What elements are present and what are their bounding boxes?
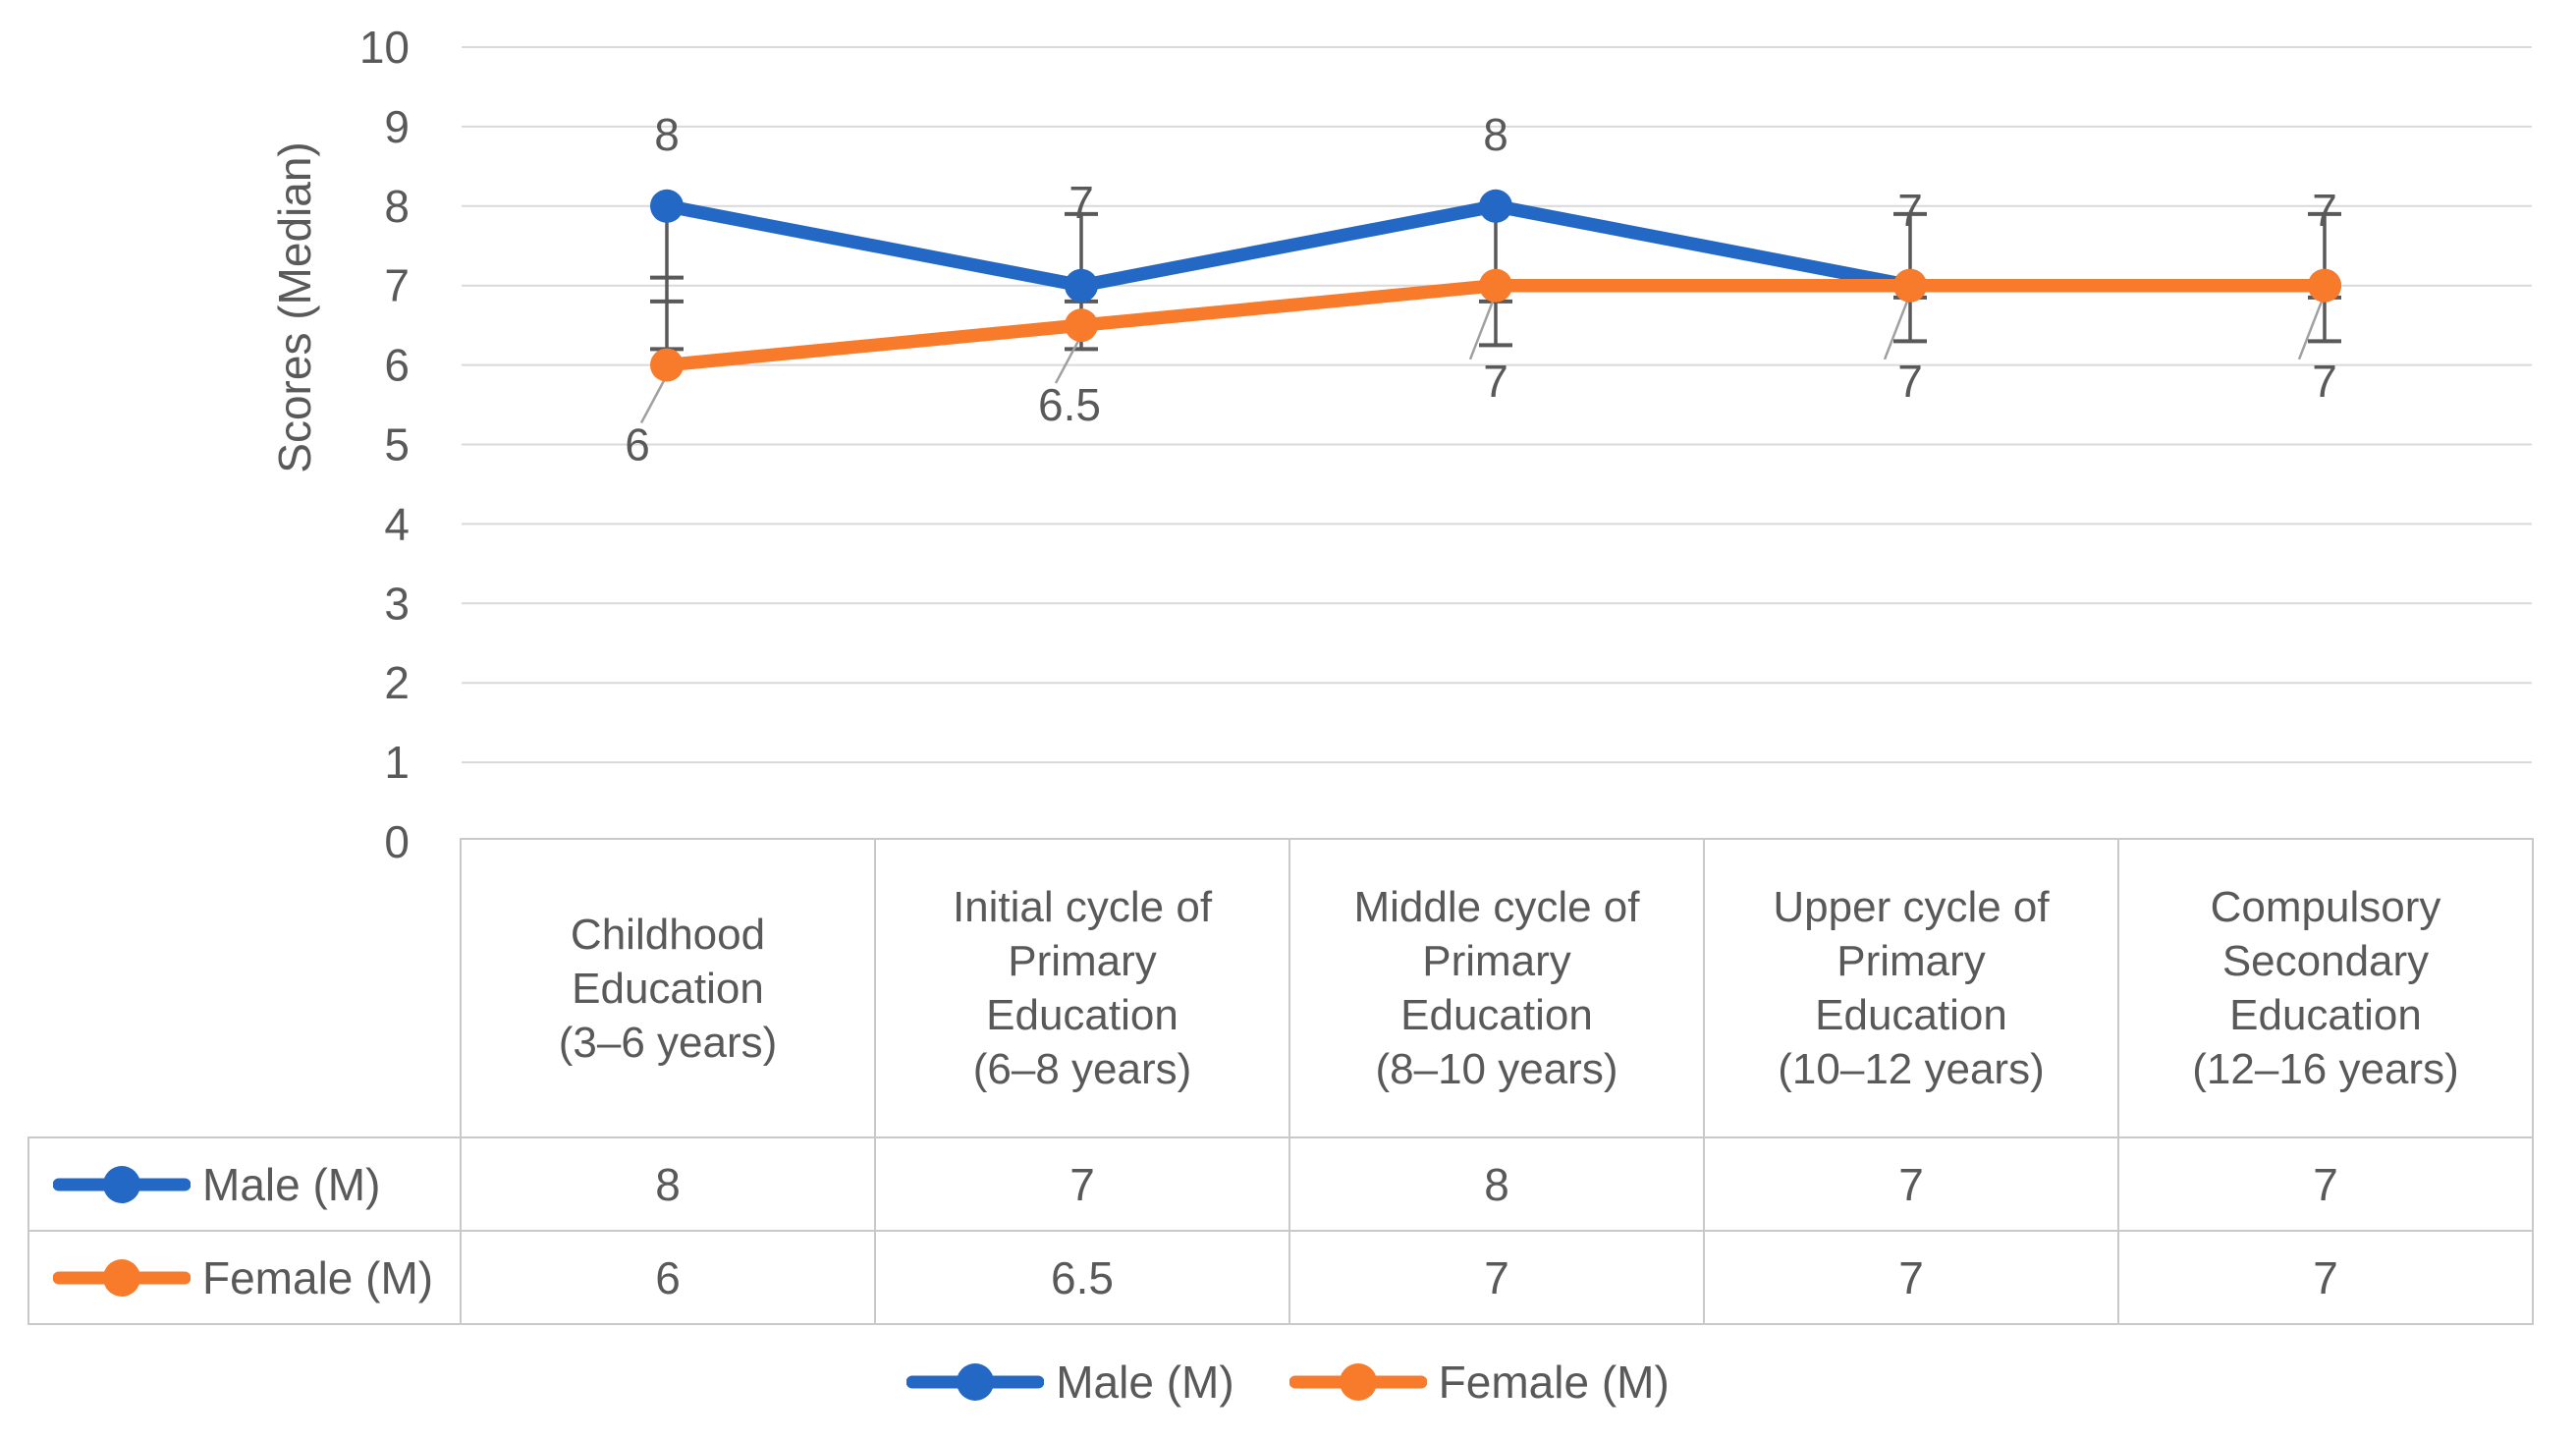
- data-point-marker: [1479, 189, 1512, 223]
- category-header: Upper cycle of Primary Education (10–12 …: [1703, 838, 2119, 1138]
- table-cell-male: 7: [874, 1136, 1290, 1232]
- data-point-marker: [1065, 268, 1098, 303]
- data-labels: 8 7 8 7 7 6 6.5 7 7 7: [625, 109, 2337, 471]
- data-point-marker: [2308, 268, 2341, 303]
- male-series-key-icon: [906, 1363, 1045, 1401]
- data-label: 7: [1069, 177, 1094, 228]
- table-cell-female: 6: [460, 1230, 876, 1325]
- gridlines: [462, 46, 2532, 764]
- data-label: 8: [1483, 109, 1508, 160]
- table-cell-male: 7: [1703, 1136, 2119, 1232]
- y-axis-tick-label: 1: [384, 737, 410, 788]
- series-lines: [650, 189, 2341, 382]
- row-header-female: Female (M): [27, 1230, 462, 1325]
- category-header: Middle cycle of Primary Education (8–10 …: [1288, 838, 1705, 1138]
- male-series-key-icon: [53, 1165, 191, 1203]
- legend-label-male: Male (M): [1056, 1357, 1234, 1408]
- y-axis-tick-label: 5: [384, 419, 410, 471]
- table-cell-female: 7: [2117, 1230, 2534, 1325]
- table-cell-male: 8: [460, 1136, 876, 1232]
- data-label-leader-line: [1054, 340, 1080, 384]
- y-axis-tick-label: 4: [384, 498, 410, 549]
- data-label: 6.5: [1038, 379, 1101, 430]
- data-label: 7: [2312, 356, 2337, 407]
- y-axis-tick-label: 7: [384, 260, 410, 311]
- y-axis-tick-label: 10: [359, 22, 410, 73]
- data-point-marker: [1893, 268, 1927, 303]
- legend-label-female: Female (M): [1438, 1357, 1670, 1408]
- y-axis-tick-label: 2: [384, 657, 410, 708]
- data-point-marker: [1065, 308, 1098, 343]
- table-cell-male: 8: [1288, 1136, 1705, 1232]
- y-axis-tick-label: 6: [384, 340, 410, 391]
- female-series-key-icon: [53, 1258, 191, 1297]
- row-header-male: Male (M): [27, 1136, 462, 1232]
- y-axis-tick-label: 3: [384, 578, 410, 629]
- data-label: 7: [2312, 185, 2337, 236]
- data-label: 7: [1897, 185, 1923, 236]
- chart-legend: Male (M) Female (M): [0, 1356, 2576, 1409]
- data-table: Childhood Education (3–6 years) Initial …: [27, 838, 2534, 1325]
- data-label-leader-line: [1883, 301, 1909, 360]
- table-cell-female: 7: [1703, 1230, 2119, 1325]
- category-header: Compulsory Secondary Education (12–16 ye…: [2117, 838, 2534, 1138]
- data-label: 6: [625, 419, 650, 471]
- y-axis-tick-label: 9: [384, 101, 410, 152]
- legend-item-male: Male (M): [906, 1356, 1234, 1409]
- data-point-marker: [650, 348, 684, 382]
- data-label-leader-line: [2297, 301, 2324, 360]
- data-label: 7: [1483, 356, 1508, 407]
- data-label: 8: [654, 109, 680, 160]
- data-label-leader-line: [1468, 301, 1495, 360]
- legend-item-female: Female (M): [1288, 1356, 1670, 1409]
- table-cell-male: 7: [2117, 1136, 2534, 1232]
- y-axis-tick-label: 8: [384, 181, 410, 232]
- data-point-marker: [650, 189, 684, 223]
- category-header: Childhood Education (3–6 years): [460, 838, 876, 1138]
- label-leader-lines: [639, 301, 2324, 424]
- table-cell-female: 6.5: [874, 1230, 1290, 1325]
- y-axis-title: Scores (Median): [269, 141, 320, 472]
- row-header-label: Female (M): [202, 1251, 434, 1303]
- table-corner-spacer: [28, 839, 462, 1137]
- data-label-leader-line: [639, 380, 666, 424]
- category-header: Initial cycle of Primary Education (6–8 …: [874, 838, 1290, 1138]
- female-series-key-icon: [1288, 1363, 1427, 1401]
- data-label: 7: [1897, 356, 1923, 407]
- data-point-marker: [1479, 268, 1512, 303]
- row-header-label: Male (M): [202, 1158, 381, 1210]
- table-cell-female: 7: [1288, 1230, 1705, 1325]
